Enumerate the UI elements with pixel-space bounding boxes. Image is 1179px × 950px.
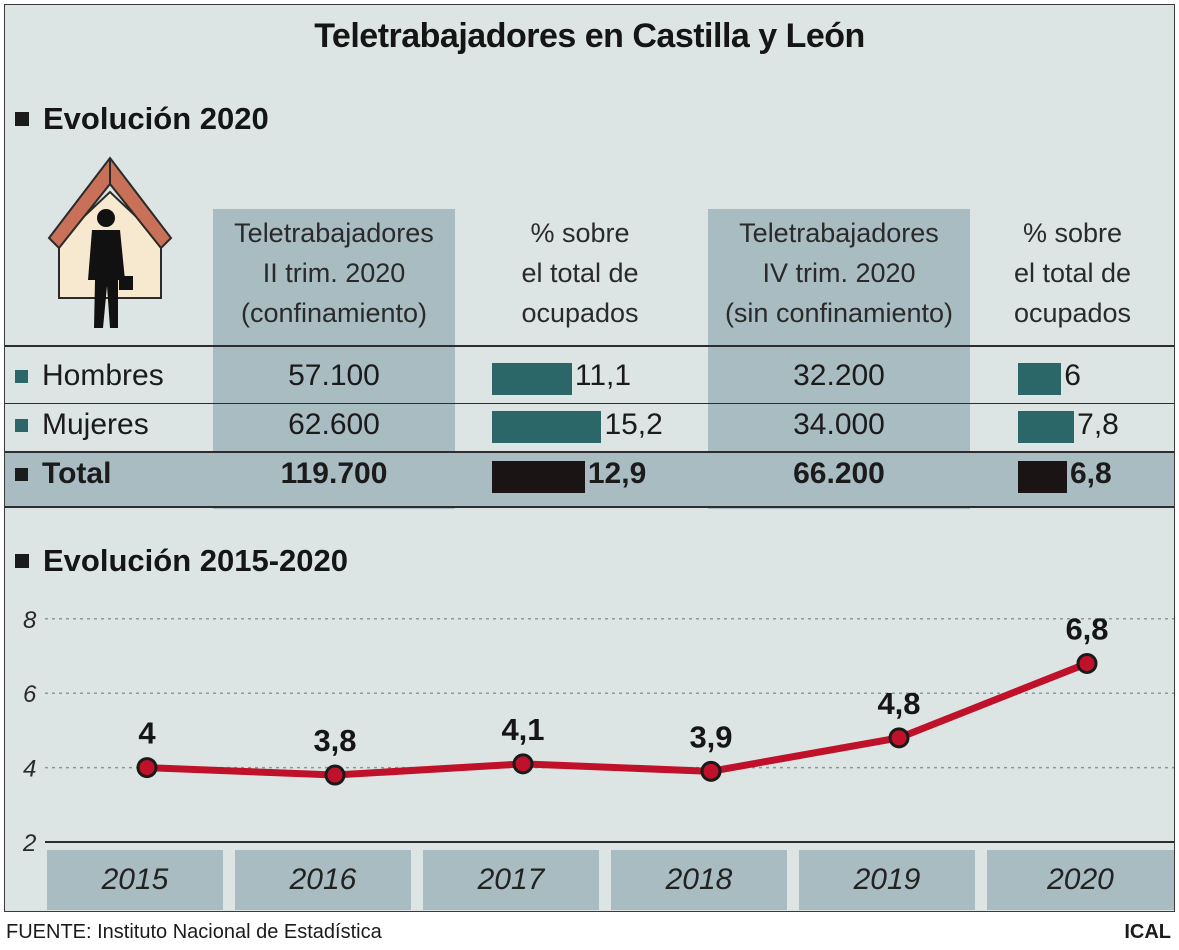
value-hombres-q2-pct: 11,1 <box>574 359 632 392</box>
value-mujeres-q2-pct: 15,2 <box>604 408 663 441</box>
total-row-band <box>5 453 1174 507</box>
value-total-q4-pct: 6,8 <box>1069 457 1112 490</box>
cell-total-q2: 119.700 <box>280 457 388 490</box>
cell-total-q4: 66.200 <box>793 457 885 490</box>
section-bullet-icon <box>15 554 29 568</box>
bar-total-q2-pct <box>492 461 585 493</box>
teal-bullet-icon <box>15 369 28 383</box>
data-label: 6,8 <box>1065 611 1108 646</box>
cell-mujeres-q4: 34.000 <box>793 408 885 441</box>
x-tick-label: 2015 <box>47 850 223 910</box>
data-label: 4,1 <box>501 712 544 747</box>
x-tick-label: 2017 <box>423 850 599 910</box>
y-tick-label: 4 <box>23 756 36 783</box>
data-label: 4,8 <box>877 686 920 721</box>
data-point <box>324 764 346 786</box>
section-evolucion-2020: Evolución 2020 <box>15 101 269 137</box>
data-point <box>1076 652 1098 674</box>
table-rule <box>5 506 1174 508</box>
data-point <box>700 760 722 782</box>
table-rule <box>5 403 1174 404</box>
bar-hombres-q4-pct <box>1018 363 1062 395</box>
section-evolucion-2015-2020: Evolución 2015-2020 <box>15 543 348 579</box>
header-q4-pct: % sobre el total de ocupados <box>1013 218 1132 328</box>
line-chart: 2 4 6 8 4 3,8 4,1 3,9 4,8 6,8 <box>22 607 1174 857</box>
source-note: FUENTE: Instituto Nacional de Estadístic… <box>6 921 382 943</box>
data-label: 3,8 <box>313 723 356 758</box>
value-total-q2-pct: 12,9 <box>587 457 647 490</box>
section-title-text: Evolución 2020 <box>43 101 269 136</box>
cell-mujeres-q2: 62.600 <box>288 408 380 441</box>
infographic-panel: Teletrabajadores en Castilla y León Evol… <box>4 4 1175 912</box>
brand-logo-text: ICAL <box>1124 921 1171 943</box>
black-bullet-icon <box>15 467 28 481</box>
data-point <box>888 727 910 749</box>
data-label: 4 <box>138 716 156 751</box>
teal-bullet-icon <box>15 418 28 432</box>
data-point <box>136 757 158 779</box>
x-tick-label: 2020 <box>987 850 1174 910</box>
data-label: 3,9 <box>689 719 732 754</box>
header-q4: Teletrabajadores IV trim. 2020 (sin confin… <box>724 218 954 328</box>
bar-total-q4-pct <box>1018 461 1067 493</box>
page-title: Teletrabajadores en Castilla y León <box>314 17 865 55</box>
series-line <box>146 660 1089 779</box>
bar-mujeres-q2-pct <box>492 411 602 443</box>
table-rule <box>5 345 1174 347</box>
table-rule <box>5 451 1174 453</box>
header-q2: Teletrabajadores II trim. 2020 (confinamie… <box>234 218 434 328</box>
cell-hombres-q2: 57.100 <box>288 359 380 392</box>
section-bullet-icon <box>15 112 29 126</box>
y-tick-label: 6 <box>23 681 37 708</box>
value-mujeres-q4-pct: 7,8 <box>1077 408 1119 441</box>
house-worker-icon <box>47 156 173 328</box>
x-tick-label: 2016 <box>235 850 411 910</box>
data-point <box>512 753 534 775</box>
y-tick-label: 2 <box>22 830 36 857</box>
x-tick-label: 2019 <box>799 850 975 910</box>
section-title-text: Evolución 2015-2020 <box>43 543 348 578</box>
bar-mujeres-q4-pct <box>1018 411 1075 443</box>
cell-hombres-q4: 32.200 <box>793 359 885 392</box>
y-tick-label: 8 <box>23 607 37 634</box>
x-tick-label: 2018 <box>611 850 787 910</box>
row-label-hombres: Hombres <box>15 359 164 393</box>
row-label-total: Total <box>15 457 111 491</box>
value-hombres-q4-pct: 6 <box>1064 359 1081 392</box>
header-q2-pct: % sobre el total de ocupados <box>521 218 639 328</box>
bar-hombres-q2-pct <box>492 363 572 395</box>
row-label-mujeres: Mujeres <box>15 408 149 442</box>
